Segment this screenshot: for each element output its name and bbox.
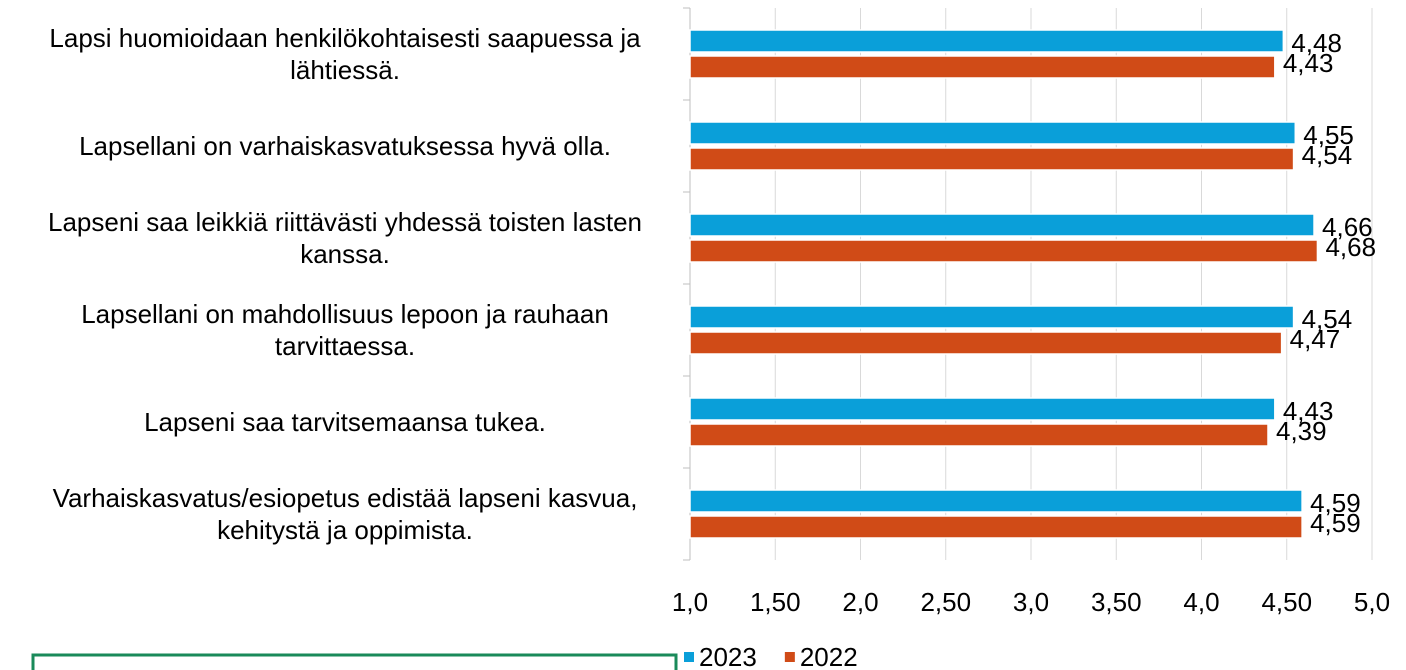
- x-tick-label: 1,50: [750, 587, 801, 617]
- category-label: Lapseni saa leikkiä riittävästi yhdessä …: [48, 207, 642, 269]
- value-label: 4,43: [1283, 396, 1334, 426]
- value-label: 4,47: [1290, 324, 1341, 354]
- bar: [689, 489, 1303, 513]
- category-label: Lapsellani on mahdollisuus lepoon ja rau…: [81, 299, 609, 361]
- bar: [689, 29, 1285, 53]
- x-tick-label: 2,0: [842, 587, 878, 617]
- bar: [689, 147, 1295, 171]
- value-label: 4,55: [1303, 120, 1354, 150]
- value-label: 4,43: [1283, 48, 1334, 78]
- value-label: 4,66: [1322, 212, 1373, 242]
- legend-label: 2023: [699, 642, 757, 670]
- value-label: 4,59: [1310, 488, 1361, 518]
- x-tick-label: 3,0: [1013, 587, 1049, 617]
- legend-swatch: [784, 652, 795, 662]
- category-label: Lapsi huomioidaan henkilökohtaisesti saa…: [49, 23, 641, 85]
- bar: [689, 239, 1319, 263]
- bar: [689, 331, 1283, 355]
- bar: [689, 515, 1303, 539]
- frame-box: [31, 653, 678, 670]
- legend-label: 2022: [800, 642, 858, 670]
- category-label: Lapsellani on varhaiskasvatuksessa hyvä …: [79, 131, 611, 161]
- value-label: 4,68: [1325, 232, 1376, 262]
- value-label: 4,54: [1302, 140, 1353, 170]
- x-tick-label: 4,0: [1183, 587, 1219, 617]
- legend-swatch: [684, 652, 694, 662]
- bar: [689, 397, 1276, 421]
- value-label: 4,48: [1291, 28, 1342, 58]
- x-tick-label: 3,50: [1091, 587, 1142, 617]
- x-tick-label: 2,50: [920, 587, 971, 617]
- bar: [689, 121, 1297, 145]
- x-tick-label: 1,0: [672, 587, 708, 617]
- bar: [689, 55, 1276, 79]
- value-label: 4,59: [1310, 508, 1361, 538]
- category-label: Lapseni saa tarvitsemaansa tukea.: [144, 407, 546, 437]
- value-label: 4,39: [1276, 416, 1327, 446]
- x-tick-label: 5,0: [1354, 587, 1390, 617]
- bar: [689, 213, 1315, 237]
- x-tick-label: 4,50: [1261, 587, 1312, 617]
- bar: [689, 423, 1269, 447]
- category-label: Varhaiskasvatus/esiopetus edistää lapsen…: [52, 483, 638, 545]
- bar: [689, 305, 1295, 329]
- value-label: 4,54: [1302, 304, 1353, 334]
